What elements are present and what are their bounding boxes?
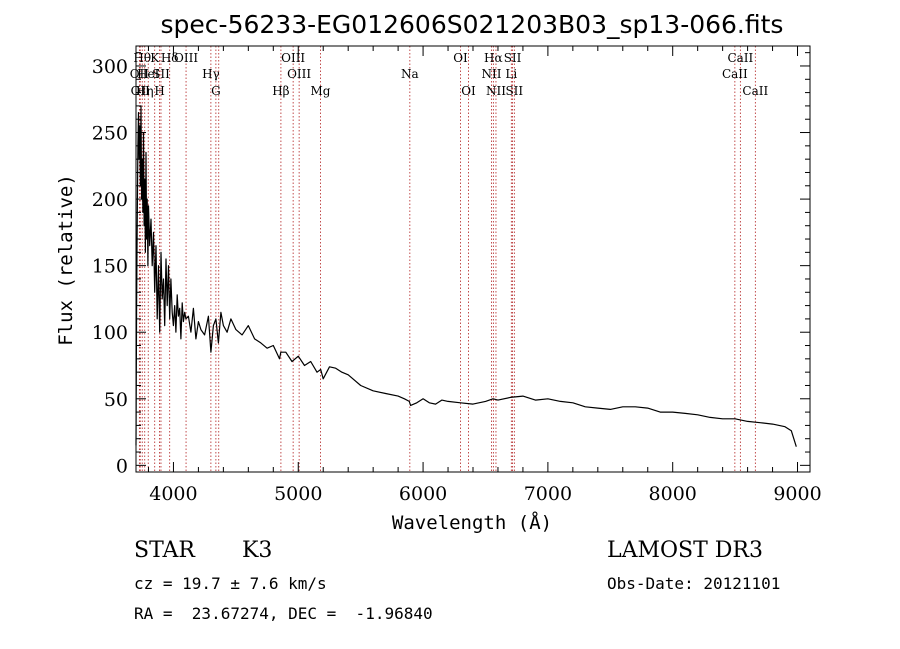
object-subclass: K3 <box>242 538 273 563</box>
y-tick-label: 0 <box>116 455 128 477</box>
y-tick-label: 300 <box>92 56 128 78</box>
line-marker-label: CaII <box>727 51 753 65</box>
spectrum-line <box>135 105 797 447</box>
line-marker-label: OI <box>453 51 468 65</box>
line-marker-label: Na <box>401 67 419 81</box>
line-marker-label: CaII <box>742 84 768 98</box>
line-marker-label: Hθ <box>133 51 151 65</box>
line-marker-label: SII <box>152 67 170 81</box>
line-marker-label: SII <box>505 84 523 98</box>
line-marker-label: Hδ <box>161 51 179 65</box>
y-tick-label: 200 <box>92 189 128 211</box>
x-tick-label: 7000 <box>524 483 572 505</box>
x-tick-label: 5000 <box>274 483 322 505</box>
line-markers <box>138 46 756 472</box>
line-marker-label: Hβ <box>272 84 289 98</box>
line-marker-label: HeI <box>137 67 160 81</box>
line-marker-label: OI <box>461 84 476 98</box>
survey-name: LAMOST DR3 <box>607 538 763 563</box>
line-marker-label: OIII <box>174 51 198 65</box>
object-class: STAR <box>134 538 195 563</box>
line-marker-label: SII <box>504 51 522 65</box>
x-tick-label: 9000 <box>773 483 821 505</box>
line-marker-label: G <box>211 84 221 98</box>
y-axis-label: Flux (relative) <box>55 174 77 346</box>
line-marker-label: CaII <box>722 67 748 81</box>
line-marker-label: Hα <box>484 51 503 65</box>
obs-date: Obs-Date: 20121101 <box>607 574 781 593</box>
line-marker-label: K <box>150 51 160 65</box>
x-tick-label: 4000 <box>149 483 197 505</box>
x-axis-ticks: 4000 5000 6000 7000 8000 9000 <box>147 46 822 505</box>
x-tick-label: 8000 <box>649 483 697 505</box>
y-tick-label: 250 <box>92 123 128 145</box>
line-marker-label: Hγ <box>202 67 220 81</box>
coordinates: RA = 23.67274, DEC = -1.96840 <box>134 604 433 623</box>
y-tick-label: 100 <box>92 322 128 344</box>
line-marker-label: NII <box>481 67 501 81</box>
x-axis-label: Wavelength (Å) <box>392 511 552 534</box>
line-marker-label: Li <box>505 67 517 81</box>
y-axis-ticks: 0 50 100 150 200 250 300 <box>92 52 810 477</box>
line-marker-label: OIII <box>287 67 311 81</box>
line-marker-label: Mg <box>310 84 330 98</box>
redshift-value: cz = 19.7 ± 7.6 km/s <box>134 574 327 593</box>
x-tick-label: 6000 <box>399 483 447 505</box>
line-marker-label: H <box>154 84 164 98</box>
line-marker-label: OII <box>131 84 151 98</box>
chart-title: spec-56233-EG012606S021203B03_sp13-066.f… <box>161 10 784 39</box>
y-tick-label: 50 <box>104 389 128 411</box>
line-marker-label: NII <box>486 84 506 98</box>
y-tick-label: 150 <box>92 256 128 278</box>
line-marker-label: OII <box>130 67 150 81</box>
line-marker-label: OIII <box>281 51 305 65</box>
plot-frame <box>135 45 811 473</box>
line-marker-label: Hη <box>136 84 154 98</box>
